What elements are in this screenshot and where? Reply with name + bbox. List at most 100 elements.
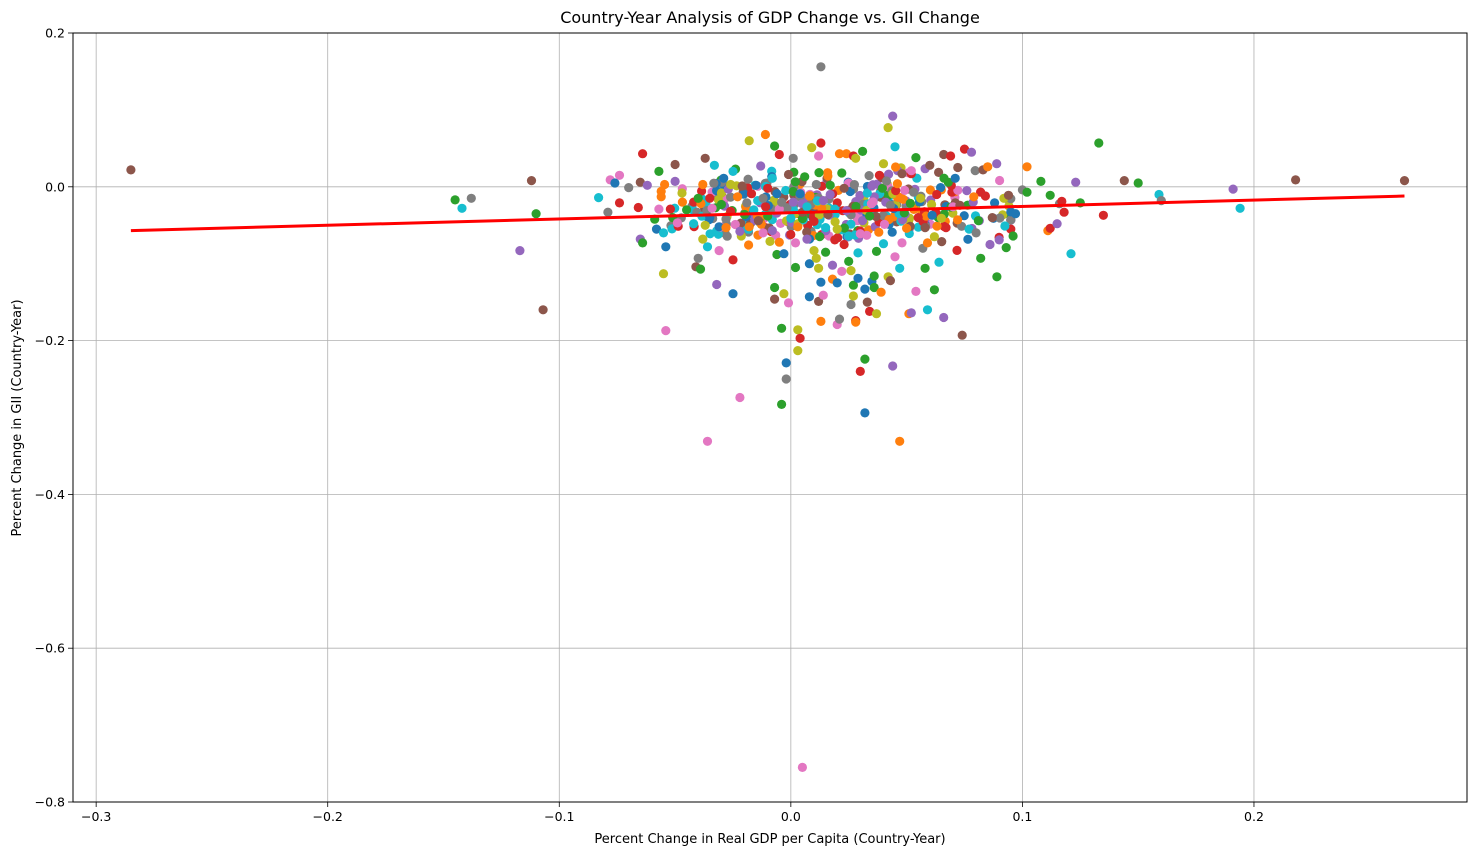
trend-line-group bbox=[130, 194, 1405, 233]
data-point bbox=[992, 159, 1002, 169]
data-point bbox=[700, 220, 710, 230]
data-point bbox=[728, 255, 738, 265]
y-tick-label: −0.4 bbox=[35, 487, 65, 502]
data-point bbox=[929, 285, 940, 295]
data-point bbox=[804, 259, 815, 269]
data-point bbox=[698, 179, 708, 190]
x-tick-label: 0.2 bbox=[1244, 809, 1264, 824]
data-point bbox=[654, 204, 664, 214]
data-point bbox=[707, 203, 717, 213]
data-point bbox=[915, 193, 926, 203]
data-point bbox=[781, 358, 791, 368]
data-point bbox=[714, 222, 724, 232]
data-point bbox=[661, 326, 671, 336]
data-point bbox=[660, 179, 670, 190]
data-point bbox=[878, 239, 889, 249]
data-point bbox=[849, 180, 860, 190]
data-point bbox=[922, 238, 933, 248]
data-point bbox=[874, 227, 884, 237]
data-point bbox=[816, 62, 826, 72]
data-point bbox=[737, 181, 747, 191]
data-point bbox=[990, 198, 1000, 208]
data-point bbox=[753, 216, 764, 226]
data-point bbox=[783, 169, 794, 180]
data-point bbox=[853, 273, 863, 283]
data-point bbox=[885, 276, 896, 286]
x-tick-label: −0.3 bbox=[81, 809, 111, 824]
data-point bbox=[848, 291, 859, 301]
data-point bbox=[837, 266, 847, 276]
data-point bbox=[897, 169, 907, 179]
data-point bbox=[788, 186, 798, 197]
data-point bbox=[665, 204, 676, 214]
data-point bbox=[830, 217, 840, 227]
data-point bbox=[964, 224, 974, 234]
data-point bbox=[661, 242, 671, 252]
data-point bbox=[651, 224, 662, 234]
data-point bbox=[797, 762, 808, 773]
data-point bbox=[818, 196, 828, 206]
data-point bbox=[869, 282, 879, 293]
data-point bbox=[936, 183, 946, 193]
data-point bbox=[834, 149, 845, 159]
data-point bbox=[735, 226, 745, 236]
y-tick-label: 0.2 bbox=[45, 26, 65, 41]
data-point bbox=[848, 280, 859, 290]
data-point bbox=[1022, 162, 1032, 172]
data-point bbox=[758, 228, 768, 238]
y-tick-label: −0.2 bbox=[35, 333, 65, 348]
data-point bbox=[851, 153, 861, 163]
data-point bbox=[925, 160, 935, 170]
data-point bbox=[939, 149, 949, 160]
data-point bbox=[1010, 209, 1021, 219]
data-point bbox=[744, 240, 754, 250]
data-point bbox=[742, 198, 752, 208]
data-point bbox=[814, 263, 824, 273]
data-point bbox=[814, 168, 824, 178]
data-point bbox=[802, 202, 812, 212]
data-point bbox=[887, 227, 897, 237]
data-point bbox=[682, 205, 692, 215]
data-point bbox=[816, 138, 826, 148]
data-point bbox=[714, 246, 724, 256]
data-point bbox=[827, 260, 838, 270]
data-point bbox=[932, 221, 942, 231]
data-point bbox=[126, 165, 136, 175]
data-point bbox=[804, 191, 815, 201]
data-point bbox=[719, 173, 729, 183]
data-point bbox=[1066, 249, 1076, 259]
data-point bbox=[788, 197, 798, 207]
data-point bbox=[712, 279, 722, 290]
data-point bbox=[466, 193, 476, 203]
data-point bbox=[1119, 176, 1129, 186]
data-point bbox=[638, 238, 648, 248]
data-point bbox=[837, 168, 847, 178]
data-point bbox=[858, 216, 868, 226]
data-point bbox=[891, 162, 901, 172]
data-point bbox=[658, 269, 669, 279]
x-axis-ticks: −0.3 −0.2 −0.1 0.0 0.1 0.2 bbox=[81, 802, 1264, 824]
data-point bbox=[526, 176, 537, 186]
data-point bbox=[980, 191, 991, 201]
data-point bbox=[937, 237, 947, 247]
data-point bbox=[818, 290, 828, 300]
data-point bbox=[1133, 178, 1143, 188]
data-point bbox=[744, 136, 754, 146]
data-point bbox=[985, 239, 995, 250]
data-point bbox=[832, 224, 842, 234]
data-point bbox=[795, 189, 805, 199]
data-point bbox=[897, 238, 907, 248]
data-point bbox=[976, 253, 986, 263]
data-point bbox=[767, 226, 777, 236]
data-point bbox=[793, 222, 803, 232]
data-point bbox=[920, 223, 930, 233]
data-point bbox=[839, 183, 849, 193]
data-point bbox=[936, 213, 947, 223]
data-point bbox=[721, 214, 731, 224]
data-point bbox=[635, 177, 645, 187]
data-point bbox=[953, 185, 963, 195]
data-point bbox=[905, 198, 915, 208]
data-point bbox=[809, 216, 819, 226]
chart-title: Country-Year Analysis of GDP Change vs. … bbox=[560, 8, 980, 27]
data-point bbox=[957, 330, 967, 340]
